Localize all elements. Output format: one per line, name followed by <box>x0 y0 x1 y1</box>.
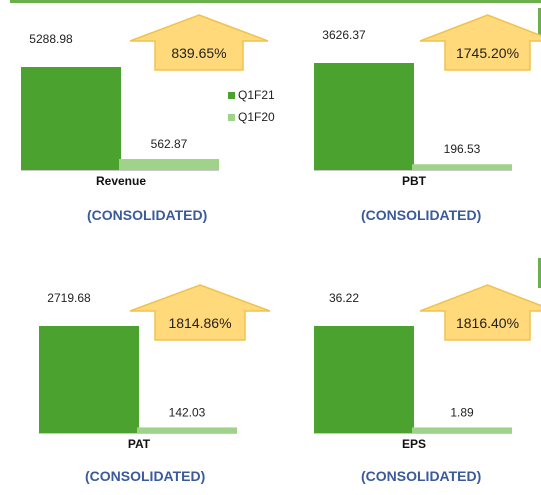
chart-panel-pbt: 1745.20% 3626.37 196.53 PBT (CONSOLIDATE… <box>290 0 541 245</box>
consolidated-caption-pat: (CONSOLIDATED) <box>85 468 206 484</box>
chart-svg-eps: 1816.40% 36.22 1.89 EPS <box>314 284 541 451</box>
side-accent-rule <box>538 8 541 38</box>
growth-arrow-icon <box>129 14 269 71</box>
growth-arrow-icon <box>419 284 541 341</box>
category-label-revenue: Revenue <box>96 174 146 188</box>
growth-arrow-icon <box>129 284 271 341</box>
growth-label-eps: 1816.40% <box>456 315 519 331</box>
value-label-q1f20-eps: 1.89 <box>450 405 474 419</box>
chart-panel-revenue: 839.65% 5288.98 562.87 Revenue (CONSOLID… <box>0 0 275 245</box>
category-label-pat: PAT <box>128 437 151 451</box>
bar-q1f21-pbt <box>314 63 414 170</box>
consolidated-caption-eps: (CONSOLIDATED) <box>361 468 482 484</box>
value-label-q1f20-revenue: 562.87 <box>151 137 188 151</box>
growth-arrow-icon <box>419 14 541 71</box>
legend-label-q1f21: Q1F21 <box>238 88 275 102</box>
category-label-pbt: PBT <box>402 174 427 188</box>
legend-item-q1f20: Q1F20 <box>228 106 275 128</box>
value-label-q1f21-pbt: 3626.37 <box>322 28 366 42</box>
value-label-q1f21-eps: 36.22 <box>329 291 359 305</box>
consolidated-caption-revenue: (CONSOLIDATED) <box>87 207 208 223</box>
growth-label-pat: 1814.86% <box>168 315 231 331</box>
legend-swatch-q1f21 <box>228 91 235 99</box>
value-label-q1f20-pbt: 196.53 <box>444 142 481 156</box>
growth-label-revenue: 839.65% <box>171 45 226 61</box>
value-label-q1f20-pat: 142.03 <box>169 405 206 419</box>
chart-legend: Q1F21 Q1F20 <box>228 84 275 128</box>
consolidated-caption-pbt: (CONSOLIDATED) <box>361 207 482 223</box>
top-accent-rule <box>10 0 541 3</box>
side-accent-rule <box>538 258 541 288</box>
legend-label-q1f20: Q1F20 <box>238 110 275 124</box>
category-label-eps: EPS <box>402 437 426 451</box>
bar-q1f20-pbt <box>412 164 512 170</box>
bar-q1f20-pat <box>137 427 237 433</box>
value-label-q1f21-pat: 2719.68 <box>47 291 91 305</box>
chart-svg-pbt: 1745.20% 3626.37 196.53 PBT <box>314 14 541 188</box>
bar-q1f21-eps <box>314 326 414 433</box>
bar-q1f20-eps <box>412 427 512 433</box>
chart-panel-eps: 1816.40% 36.22 1.89 EPS (CONSOLIDATED) <box>290 250 541 495</box>
growth-label-pbt: 1745.20% <box>456 45 519 61</box>
chart-panel-pat: 1814.86% 2719.68 142.03 PAT (CONSOLIDATE… <box>0 250 271 495</box>
chart-svg-revenue: 839.65% 5288.98 562.87 Revenue <box>21 14 269 188</box>
bar-q1f21-revenue <box>21 67 121 170</box>
value-label-q1f21-revenue: 5288.98 <box>29 32 73 46</box>
legend-swatch-q1f20 <box>228 113 235 121</box>
bar-q1f21-pat <box>39 326 139 433</box>
bar-q1f20-revenue <box>119 159 219 170</box>
legend-item-q1f21: Q1F21 <box>228 84 275 106</box>
chart-svg-pat: 1814.86% 2719.68 142.03 PAT <box>39 284 271 451</box>
